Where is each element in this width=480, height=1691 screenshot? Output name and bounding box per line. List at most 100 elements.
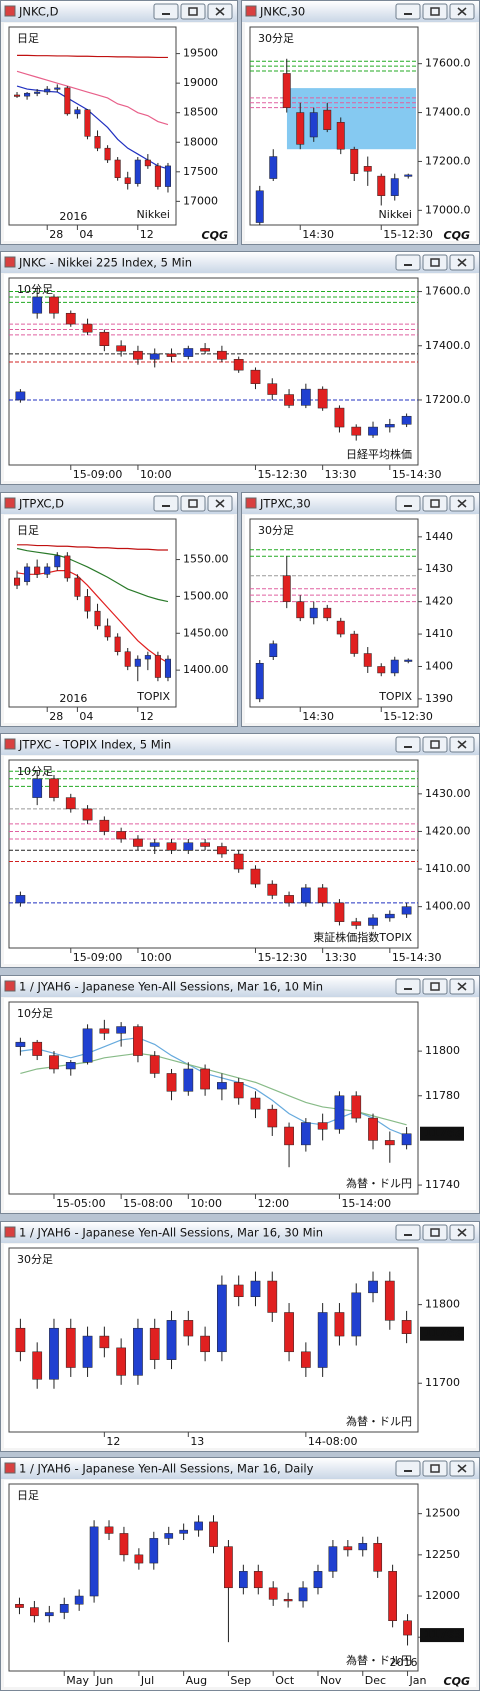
chart-area: [4, 515, 234, 723]
button-glyph: [188, 499, 198, 508]
candle-body: [94, 610, 101, 627]
window-button-min[interactable]: [395, 3, 421, 20]
window-icon: [4, 1462, 16, 1474]
candle-body: [373, 1543, 383, 1572]
candle-body: [74, 109, 81, 115]
candle-body: [154, 165, 161, 187]
x-tick-label: Jun: [95, 1674, 113, 1687]
moving-average: [17, 54, 168, 59]
window-button-max[interactable]: [422, 1460, 448, 1477]
candle-body: [267, 1108, 278, 1128]
candle-body: [82, 1028, 93, 1063]
y-tick-label: 11780: [425, 1089, 460, 1102]
window-title: JNKC - Nikkei 225 Index, 5 Min: [18, 256, 192, 270]
window-button-max[interactable]: [422, 736, 448, 753]
window-button-min[interactable]: [395, 1460, 421, 1477]
y-tick-label: 17200.0: [425, 154, 471, 167]
candle-body: [166, 842, 177, 851]
plot-frame: [8, 518, 177, 708]
window-button-min[interactable]: [395, 1224, 421, 1241]
y-tick-label: 12250: [425, 1548, 460, 1561]
candle-body: [309, 112, 318, 138]
candle-body: [233, 1082, 244, 1099]
title-bar: [1, 1222, 479, 1243]
y-tick-label: 1400.00: [425, 900, 471, 913]
candle-body: [368, 1117, 378, 1141]
window-button-min[interactable]: [395, 254, 421, 271]
candle-body: [82, 1335, 93, 1368]
candle-body: [164, 165, 171, 187]
y-tick-label: 12000: [425, 1589, 460, 1602]
candle-body: [217, 1284, 227, 1353]
window-title: JTPXC,D: [18, 497, 64, 511]
window-button-min[interactable]: [395, 978, 421, 995]
y-tick-label: 18000: [183, 135, 218, 148]
candle-body: [149, 1055, 160, 1074]
candle-body: [238, 1571, 248, 1589]
candle-body: [309, 607, 318, 619]
chart-note: Nikkei: [379, 208, 412, 221]
y-tick-label: 17400.0: [425, 106, 471, 119]
window-button-max[interactable]: [422, 1224, 448, 1241]
x-tick-label: 10:00: [190, 1197, 222, 1210]
x-tick-label: 15-12:30: [257, 951, 307, 964]
period-label: 30分足: [258, 32, 294, 45]
candle-body: [200, 348, 210, 352]
candle-body: [350, 148, 359, 174]
candle-body: [15, 1604, 24, 1608]
candle-body: [390, 178, 399, 196]
chart-note: TOPIX: [378, 690, 412, 703]
y-tick-label: 1410: [425, 627, 453, 640]
candle-body: [298, 1587, 308, 1602]
button-glyph: [430, 982, 440, 991]
window-button-max[interactable]: [180, 495, 206, 512]
candle-body: [250, 1097, 261, 1110]
candle-body: [59, 1604, 69, 1613]
button-glyph: [457, 499, 467, 508]
candle-body: [323, 109, 332, 130]
candle-body: [164, 658, 171, 678]
candle-body: [233, 853, 244, 870]
window-button-max[interactable]: [422, 495, 448, 512]
candle-body: [183, 842, 194, 851]
x-tick-label: 12: [140, 228, 154, 241]
candle-body: [144, 159, 151, 167]
window-button-min[interactable]: [395, 736, 421, 753]
candle-body: [133, 350, 143, 360]
candle-body: [363, 653, 372, 667]
period-label: 10分足: [17, 765, 53, 778]
title-bar: [1, 734, 479, 755]
button-glyph: [215, 7, 225, 16]
window-button-max[interactable]: [180, 3, 206, 20]
window-button-max[interactable]: [422, 254, 448, 271]
y-tick-label: 17500: [183, 165, 218, 178]
y-tick-label: 1420.00: [425, 824, 471, 837]
candle-body: [34, 566, 41, 575]
candle-body: [283, 1599, 293, 1602]
window-button-min[interactable]: [153, 495, 179, 512]
window-button-max[interactable]: [422, 3, 448, 20]
candle-body: [351, 1292, 362, 1337]
candle-body: [250, 369, 261, 384]
period-label: 日足: [17, 524, 39, 537]
candle-body: [401, 415, 412, 425]
x-tick-label: 15-12:30: [257, 468, 307, 481]
x-tick-label: Oct: [275, 1674, 295, 1687]
candle-body: [363, 166, 372, 172]
candle-body: [200, 1068, 210, 1090]
candle-body: [351, 921, 362, 926]
candle-body: [334, 1095, 345, 1130]
plot-frame: [8, 1247, 419, 1433]
x-tick-label: Jan: [409, 1674, 427, 1687]
chart-area: [4, 274, 476, 481]
x-tick-label: 04: [79, 228, 93, 241]
chart-window: JNKC,D 19500 19000 18500 18000 17500 17000 28 04…: [0, 0, 238, 245]
candle-body: [217, 350, 227, 360]
candle-body: [149, 1327, 160, 1360]
window-button-min[interactable]: [395, 495, 421, 512]
candle-body: [334, 902, 345, 922]
candle-body: [133, 838, 143, 847]
window-button-min[interactable]: [153, 3, 179, 20]
window-button-max[interactable]: [422, 978, 448, 995]
